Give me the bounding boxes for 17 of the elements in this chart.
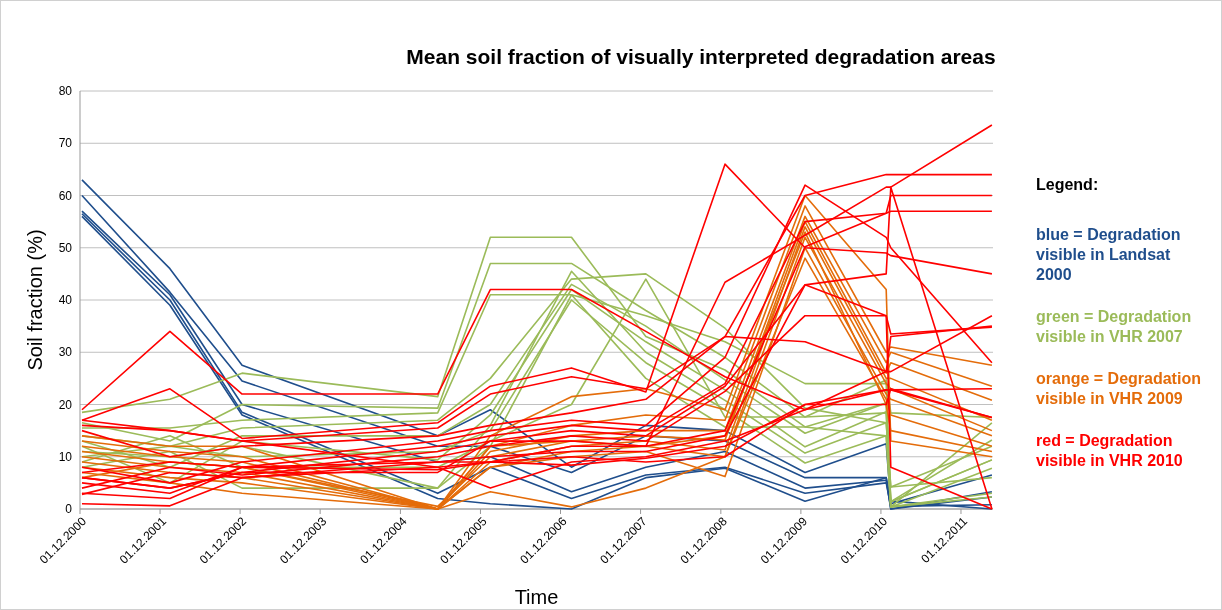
y-tick-label: 80	[58, 84, 73, 99]
x-axis-title: Time	[514, 586, 559, 608]
text: green = Degradation visible in VHR 2007	[1036, 308, 1192, 345]
y-tick-label: 20	[58, 397, 73, 412]
y-tick-label: 10	[58, 449, 73, 464]
y-tick-label: 40	[58, 293, 73, 308]
text: Legend:	[1036, 176, 1099, 193]
y-tick-label: 0	[65, 502, 73, 517]
y-axis-title: Soil fraction (%)	[24, 229, 46, 371]
text: red = Degradation visible in VHR 2010	[1036, 432, 1183, 469]
text: orange = Degradation visible in VHR 2009	[1036, 370, 1201, 407]
y-tick-label: 70	[58, 136, 73, 151]
text: blue = Degradation visible in Landsat 2000	[1036, 226, 1181, 283]
y-tick-label: 60	[58, 188, 73, 203]
chart-title: Mean soil fraction of visually interpreted degradation areas	[406, 45, 996, 68]
y-tick-label: 30	[58, 345, 73, 360]
y-tick-label: 50	[58, 240, 73, 255]
